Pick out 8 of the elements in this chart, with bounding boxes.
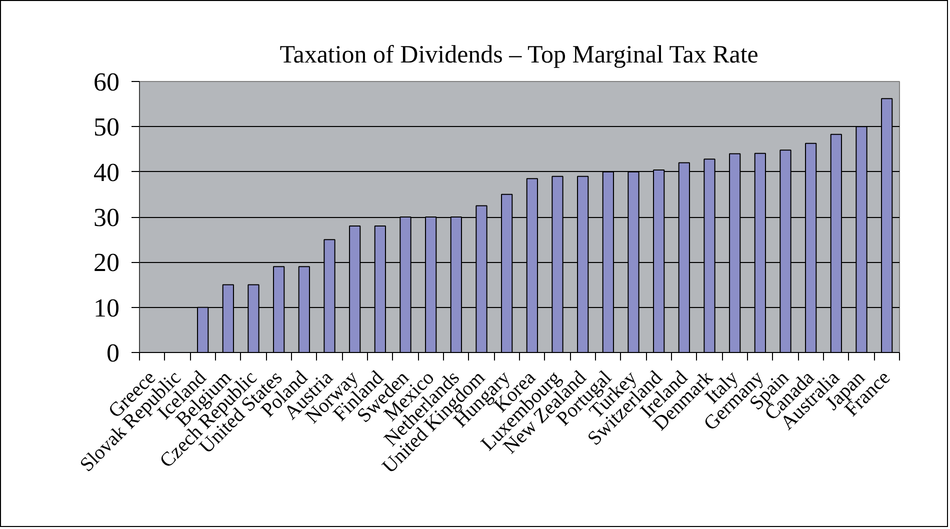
y-tick-label: 60 xyxy=(94,68,120,96)
y-tick-label: 20 xyxy=(94,248,120,278)
y-tick-label: 40 xyxy=(94,158,120,187)
y-tick-label: 50 xyxy=(94,112,120,142)
y-tick-label: 10 xyxy=(94,293,120,322)
chart-title: Taxation of Dividends – Top Marginal Tax Rate xyxy=(280,42,758,68)
y-tick-label: 30 xyxy=(94,203,120,232)
y-tick-label: 0 xyxy=(106,338,120,368)
